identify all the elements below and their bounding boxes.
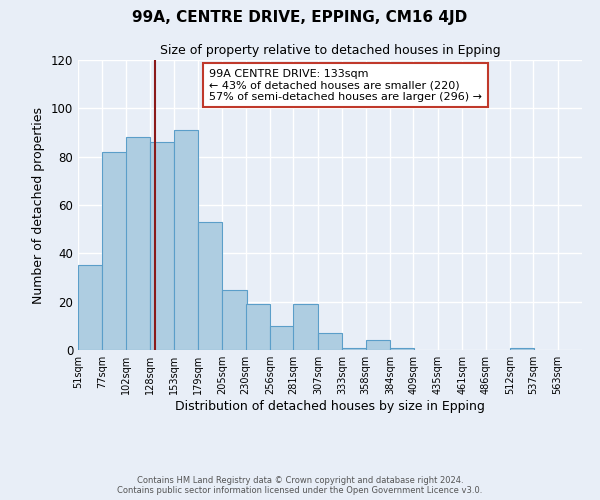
Bar: [78, 266, 103, 350]
X-axis label: Distribution of detached houses by size in Epping: Distribution of detached houses by size …: [175, 400, 485, 413]
Bar: [222, 290, 247, 350]
Bar: [150, 142, 175, 350]
Text: 99A, CENTRE DRIVE, EPPING, CM16 4JD: 99A, CENTRE DRIVE, EPPING, CM16 4JD: [133, 10, 467, 25]
Bar: [245, 304, 270, 350]
Bar: [293, 304, 318, 350]
Text: Contains HM Land Registry data © Crown copyright and database right 2024.
Contai: Contains HM Land Registry data © Crown c…: [118, 476, 482, 495]
Bar: [126, 138, 150, 350]
Bar: [103, 152, 127, 350]
Bar: [510, 348, 534, 350]
Bar: [342, 348, 367, 350]
Title: Size of property relative to detached houses in Epping: Size of property relative to detached ho…: [160, 44, 500, 58]
Bar: [198, 222, 222, 350]
Y-axis label: Number of detached properties: Number of detached properties: [32, 106, 45, 304]
Bar: [173, 130, 198, 350]
Bar: [270, 326, 295, 350]
Text: 99A CENTRE DRIVE: 133sqm
← 43% of detached houses are smaller (220)
57% of semi-: 99A CENTRE DRIVE: 133sqm ← 43% of detach…: [209, 68, 482, 102]
Bar: [390, 348, 415, 350]
Bar: [365, 340, 390, 350]
Bar: [318, 333, 342, 350]
